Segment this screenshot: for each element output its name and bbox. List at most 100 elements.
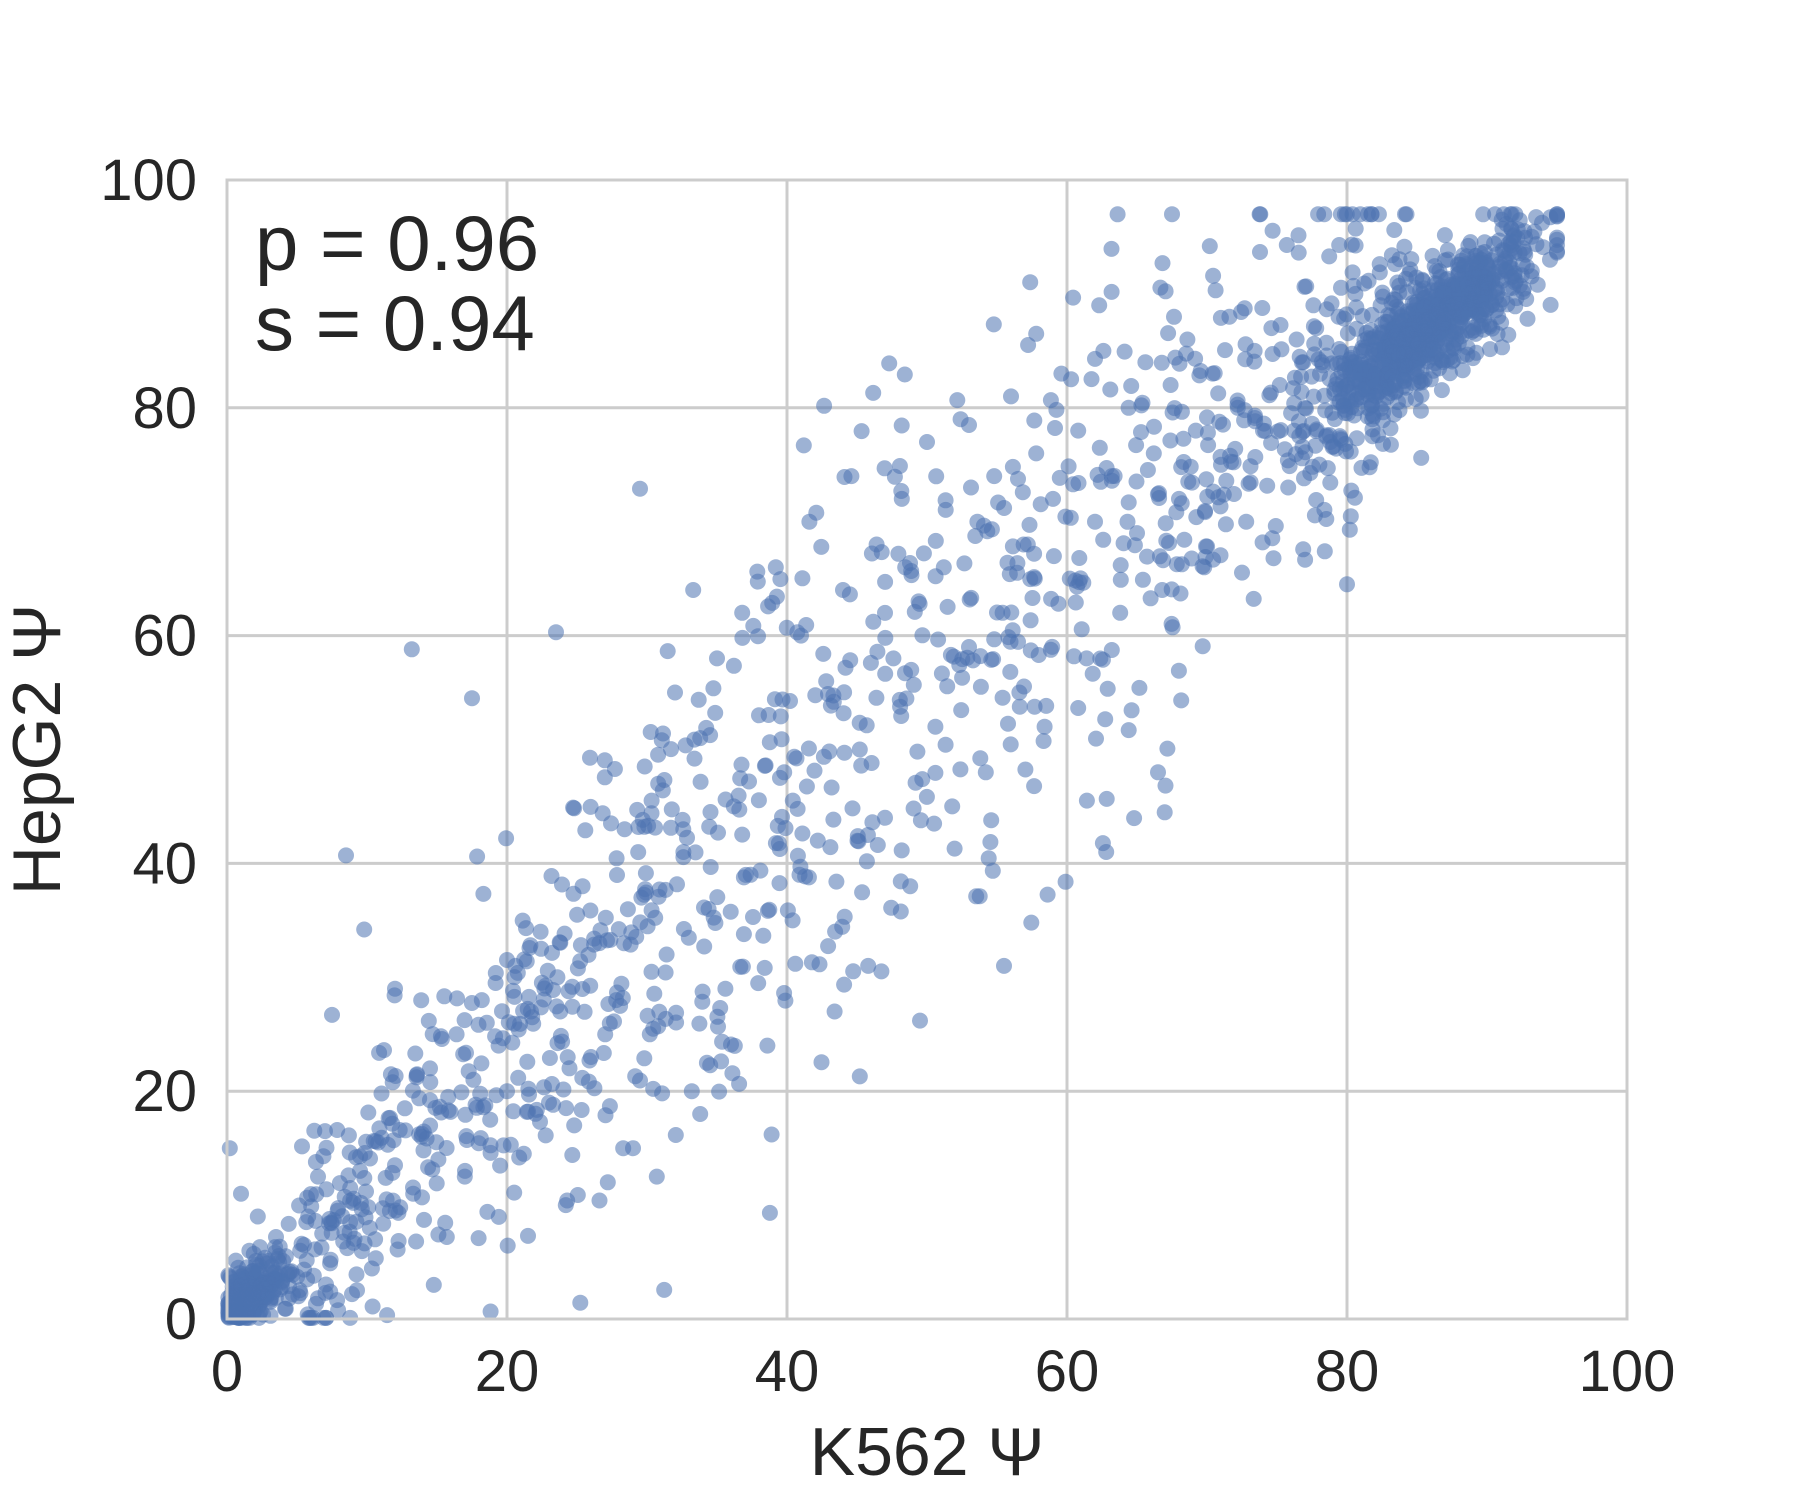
data-point [1247, 407, 1263, 424]
data-point [1482, 341, 1498, 358]
data-point [1529, 276, 1546, 293]
data-point [482, 1144, 499, 1161]
data-point [983, 812, 1000, 829]
data-point [710, 1018, 726, 1035]
data-point [667, 1127, 684, 1143]
data-point [1155, 552, 1172, 569]
data-point [707, 704, 724, 721]
data-point [1022, 274, 1039, 291]
data-point [868, 689, 885, 706]
data-point [1120, 722, 1137, 739]
data-point [836, 744, 853, 761]
data-point [291, 1282, 308, 1299]
data-point [674, 811, 691, 828]
data-point [755, 927, 772, 944]
data-point [1237, 336, 1254, 353]
data-point [537, 1127, 554, 1144]
data-point [494, 1003, 510, 1020]
data-point [511, 1149, 528, 1166]
data-point [1026, 778, 1043, 795]
data-point [826, 1003, 843, 1020]
data-point [525, 1015, 542, 1032]
data-point [430, 1226, 447, 1243]
data-point [555, 1081, 572, 1098]
data-point [422, 1117, 439, 1134]
data-point [1549, 231, 1565, 248]
data-point [1128, 473, 1145, 490]
data-point [828, 873, 845, 890]
data-point [1306, 507, 1323, 524]
data-point [1016, 678, 1032, 695]
data-point [1460, 322, 1477, 339]
data-point [944, 798, 961, 815]
data-point [749, 563, 766, 580]
data-point [637, 865, 654, 882]
data-point [862, 654, 879, 671]
data-point [425, 1276, 442, 1293]
data-point [519, 1000, 536, 1017]
data-point [594, 805, 611, 822]
data-point [221, 1140, 238, 1157]
data-point [306, 1241, 323, 1258]
data-point [877, 604, 893, 621]
data-point [1020, 337, 1037, 353]
data-point [1356, 332, 1373, 349]
data-point [521, 1086, 537, 1103]
data-point [772, 769, 788, 786]
y-tick-label: 60 [132, 604, 197, 669]
data-point [1212, 309, 1229, 326]
data-point [573, 1102, 590, 1118]
data-point [569, 1187, 586, 1203]
data-point [763, 1126, 780, 1143]
data-point [464, 690, 480, 707]
data-point [1345, 277, 1362, 294]
data-point [340, 1127, 357, 1144]
data-point [1290, 227, 1307, 244]
data-point [1084, 665, 1101, 682]
data-point [356, 921, 373, 938]
data-point [1336, 362, 1353, 378]
data-point [961, 591, 978, 608]
data-point [733, 756, 750, 773]
data-point [782, 693, 798, 709]
data-point [1078, 650, 1095, 667]
data-point [390, 1233, 407, 1249]
data-point [460, 1063, 477, 1080]
data-point [1342, 443, 1359, 460]
data-point [518, 920, 534, 937]
data-point [851, 1068, 868, 1085]
data-point [1416, 313, 1433, 330]
data-point [1308, 320, 1325, 337]
data-point [453, 1084, 470, 1101]
data-point [271, 1254, 288, 1271]
data-point [745, 909, 761, 925]
x-tick-label: 100 [1579, 1339, 1676, 1404]
data-point [614, 990, 631, 1006]
data-point [1395, 313, 1412, 329]
data-point [280, 1215, 297, 1232]
data-point [1073, 621, 1090, 638]
data-point [360, 1199, 377, 1216]
data-point [1410, 375, 1427, 392]
data-point [1337, 405, 1353, 422]
data-point [315, 1148, 332, 1165]
data-point [636, 758, 653, 775]
data-point [413, 992, 430, 1009]
data-point [827, 923, 844, 940]
data-point [823, 779, 840, 796]
data-point [725, 657, 742, 674]
data-point [490, 1208, 507, 1225]
data-point [518, 953, 535, 970]
data-point [1433, 382, 1450, 399]
data-point [1112, 604, 1129, 621]
data-point [456, 1012, 473, 1029]
data-point [980, 850, 997, 867]
data-point [711, 1083, 728, 1100]
data-point [1201, 238, 1218, 255]
data-point [912, 812, 929, 829]
data-point [371, 1120, 388, 1137]
data-point [1472, 263, 1489, 280]
data-point [1382, 420, 1399, 437]
data-point [1476, 244, 1493, 260]
